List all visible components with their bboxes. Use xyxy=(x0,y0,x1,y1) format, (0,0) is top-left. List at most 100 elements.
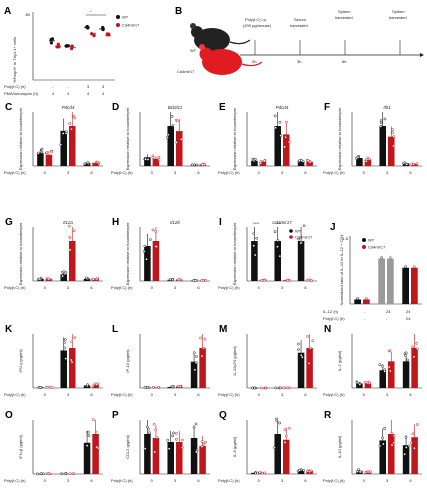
legend-label: WT xyxy=(122,15,129,20)
data-point xyxy=(273,446,276,450)
data-point xyxy=(60,472,63,475)
data-point xyxy=(47,277,50,281)
data-point xyxy=(175,437,178,441)
svg-text:3h: 3h xyxy=(297,59,301,64)
x-tick-label: 0 xyxy=(44,392,47,397)
row-value: - xyxy=(52,84,54,89)
panel-letter: C xyxy=(5,102,12,113)
data-point xyxy=(309,346,312,350)
bar-panels: C Pdcd4 Expression relative to housekeeper… xyxy=(4,102,422,483)
data-point xyxy=(61,132,65,135)
bar-wt xyxy=(274,387,281,389)
data-point xyxy=(87,434,91,437)
x-row-label: Poly(I:C) (h) xyxy=(111,285,133,290)
data-point xyxy=(388,369,392,373)
bar-ko xyxy=(283,439,290,474)
svg-text:6h: 6h xyxy=(342,59,346,64)
data-point xyxy=(252,244,256,248)
data-point xyxy=(70,360,74,364)
row-value: 4 xyxy=(52,91,55,96)
data-point xyxy=(307,362,311,365)
bar-wt xyxy=(379,370,386,388)
data-point xyxy=(92,33,96,37)
bar-wt xyxy=(379,440,386,474)
x-tick-label: 3 xyxy=(67,478,70,483)
data-point xyxy=(365,158,369,161)
data-point xyxy=(194,450,198,454)
row-value: 4 xyxy=(67,91,70,96)
x-tick-label: 6 xyxy=(197,170,200,175)
significance-mark: **** xyxy=(253,221,260,226)
row-label: IL-12 (h) xyxy=(323,309,339,314)
data-point xyxy=(193,368,197,372)
data-point xyxy=(146,425,149,429)
data-point xyxy=(37,151,40,155)
data-point xyxy=(67,224,71,228)
bar-wt xyxy=(402,445,410,474)
legend-swatch-wt xyxy=(116,15,120,19)
data-point xyxy=(392,135,396,138)
data-point xyxy=(392,144,395,148)
bar-wt xyxy=(402,267,409,304)
data-point xyxy=(86,26,90,30)
data-point xyxy=(298,469,301,472)
x-row-label: Poly(I:C) (h) xyxy=(111,478,133,483)
x-tick-label: 3 xyxy=(281,285,284,290)
bar-wt xyxy=(274,126,281,166)
data-point xyxy=(381,364,384,368)
data-point xyxy=(204,440,207,444)
wt-label: WT xyxy=(190,48,197,53)
x-row-label: Poly(I:C) (h) xyxy=(218,392,240,397)
data-point xyxy=(306,159,310,162)
y-axis-label: IFN-β (pg/ml) xyxy=(18,435,23,459)
data-point xyxy=(146,385,149,389)
data-point xyxy=(70,340,74,344)
panel-b: B WT Cd4mir17 Poly(I:C) i.p. (200 μg/mou… xyxy=(175,6,424,75)
data-point xyxy=(92,277,95,281)
bar-wt xyxy=(83,442,91,474)
data-point xyxy=(170,114,174,118)
data-point xyxy=(151,156,155,159)
data-point xyxy=(273,114,277,118)
legend-swatch xyxy=(289,235,293,239)
x-tick-label: 0 xyxy=(258,170,261,175)
data-point xyxy=(381,442,385,446)
data-point xyxy=(274,126,277,130)
data-point xyxy=(176,119,179,123)
row-label: Poly(I:C) (h) xyxy=(323,316,345,321)
x-tick-label: 3 xyxy=(174,392,177,397)
panel-o: O IFN-β (pg/ml) 0 3 6 Poly(I:C) (h) xyxy=(4,410,103,483)
bar-wt xyxy=(251,241,258,281)
x-row-label: Poly(I:C) (h) xyxy=(218,170,240,175)
x-tick-label: 3 xyxy=(174,478,177,483)
bar-wt xyxy=(144,434,151,474)
data-point xyxy=(307,278,310,282)
data-point xyxy=(263,279,266,282)
data-point xyxy=(357,468,360,471)
x-tick-label: 6 xyxy=(197,392,200,397)
panel-letter: L xyxy=(112,324,118,335)
data-point xyxy=(404,354,407,357)
row-value: - xyxy=(67,84,69,89)
bar-ko xyxy=(92,384,99,388)
x-tick-label: 0 xyxy=(363,478,366,483)
x-tick-label: 3 xyxy=(67,170,70,175)
bar-wt xyxy=(167,126,174,166)
x-row-label: Poly(I:C) (h) xyxy=(111,170,133,175)
data-point xyxy=(36,472,39,476)
data-point xyxy=(380,256,383,260)
x-tick-label: 3 xyxy=(281,478,284,483)
data-point xyxy=(415,341,418,345)
panel-title: Pdcd4 xyxy=(62,105,75,110)
data-point xyxy=(40,147,44,151)
data-point xyxy=(379,121,383,125)
y-axis-label: %Foxp3+ in Thy1.1+ cells xyxy=(12,37,17,83)
bar-ko xyxy=(69,348,76,388)
y-axis-label: IP-10 (pg/ml) xyxy=(125,349,130,373)
bar-ko xyxy=(92,162,99,166)
panel-title: Pdcd4 xyxy=(276,105,289,110)
data-point xyxy=(390,443,394,447)
panel-letter: M xyxy=(219,324,227,335)
data-point xyxy=(145,257,148,261)
data-point xyxy=(276,239,280,242)
